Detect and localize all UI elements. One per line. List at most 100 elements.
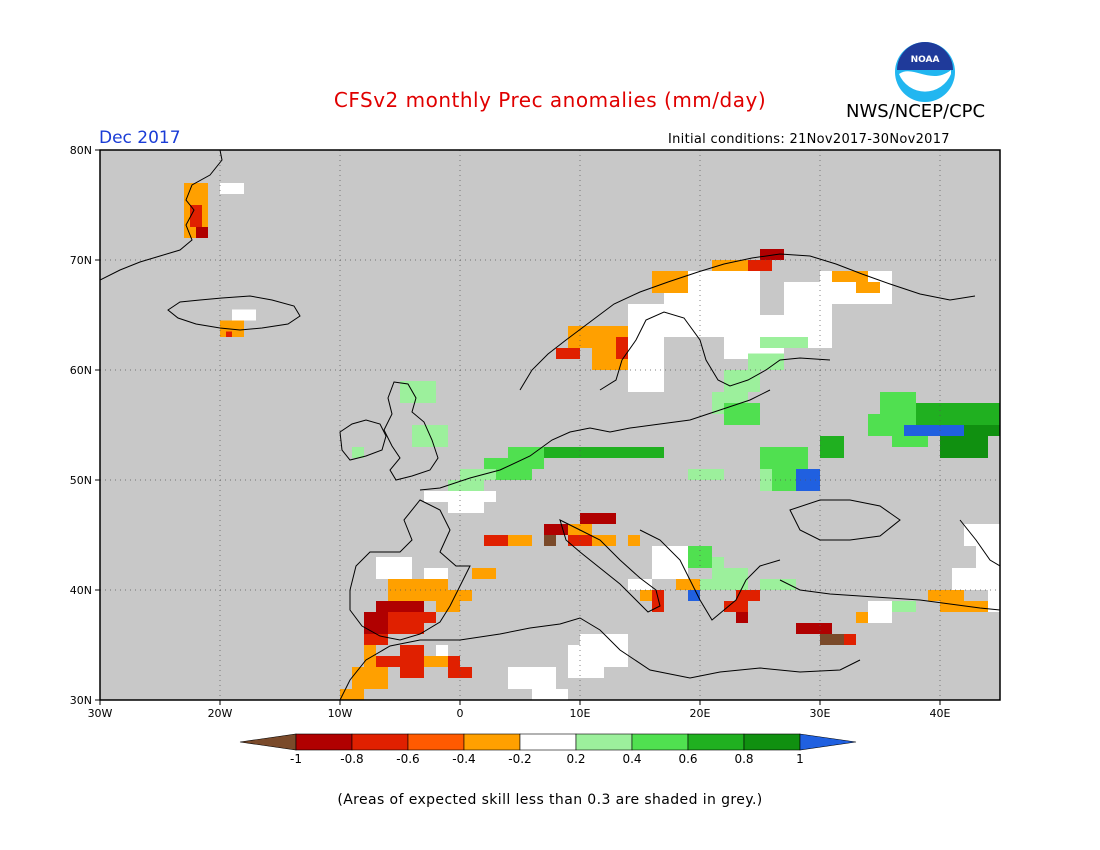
anomaly-cell — [724, 601, 748, 612]
anomaly-cell — [364, 612, 388, 634]
map-border — [99, 149, 1001, 701]
anomaly-cell — [544, 524, 568, 535]
anomaly-cell — [190, 205, 202, 227]
anomaly-cell — [820, 634, 844, 645]
anomaly-cell — [376, 601, 424, 612]
anomaly-cell — [724, 568, 748, 590]
anomaly-cell — [484, 535, 508, 546]
anomaly-cell — [928, 590, 964, 601]
longitude-label: 20W — [208, 707, 233, 720]
anomaly-cell — [652, 271, 688, 293]
anomaly-cell — [448, 480, 484, 491]
latitude-labels: 80N 70N 60N 50N 40N 30N — [70, 144, 100, 707]
anomaly-cell — [940, 436, 988, 458]
anomaly-cell — [724, 370, 760, 392]
longitude-label: 20E — [690, 707, 711, 720]
legend-swatch — [519, 733, 577, 751]
footnote: (Areas of expected skill less than 0.3 a… — [337, 792, 763, 808]
anomaly-cell — [448, 667, 472, 678]
anomaly-cell — [712, 557, 724, 579]
anomaly-cell — [568, 645, 604, 678]
legend-swatch — [407, 733, 465, 751]
anomaly-cell — [232, 309, 256, 321]
legend-swatch — [295, 733, 353, 751]
gridlines — [100, 150, 1000, 700]
anomaly-cell — [436, 601, 460, 612]
anomaly-cell — [424, 568, 448, 579]
anomaly-cell — [640, 590, 652, 601]
anomaly-cell — [400, 381, 436, 403]
anomaly-cell — [424, 491, 496, 502]
anomaly-cell — [796, 480, 820, 491]
longitude-label: 30E — [810, 707, 831, 720]
anomaly-cell — [424, 656, 448, 667]
anomaly-cell — [700, 579, 724, 590]
anomaly-cell — [868, 414, 904, 436]
noaa-logo-text: NOAA — [911, 55, 940, 65]
anomaly-cell — [436, 645, 448, 656]
anomaly-cell — [748, 353, 784, 370]
anomaly-cell — [676, 579, 700, 590]
anomaly-cell — [226, 331, 232, 337]
legend-label: -0.2 — [508, 752, 531, 766]
anomaly-cell — [352, 667, 388, 689]
legend-label: 0.8 — [734, 752, 753, 766]
anomaly-cell — [364, 634, 388, 645]
anomaly-cell — [964, 524, 1000, 546]
anomaly-cell — [220, 183, 244, 194]
longitude-label: 40E — [930, 707, 951, 720]
legend-arrow-low — [239, 733, 297, 751]
legend-label: 0.6 — [678, 752, 697, 766]
legend-swatch — [575, 733, 633, 751]
legend-label: 0.4 — [622, 752, 641, 766]
anomaly-cell — [760, 337, 808, 348]
anomaly-cell — [688, 469, 724, 480]
longitude-labels: 30W 20W 10W 0 10E 20E 30E 40E — [88, 700, 951, 720]
legend-label: -0.4 — [452, 752, 475, 766]
anomaly-cell — [904, 425, 964, 436]
legend-arrow-high — [799, 733, 857, 751]
anomaly-cell — [712, 260, 748, 271]
anomaly-cell — [688, 546, 712, 568]
anomaly-cell — [760, 447, 808, 469]
anomaly-cell — [628, 535, 640, 546]
latitude-label: 30N — [70, 694, 92, 707]
legend-swatch — [743, 733, 801, 751]
anomaly-cell — [796, 623, 832, 634]
anomaly-cell — [760, 579, 796, 590]
anomaly-cell — [364, 645, 376, 667]
legend-swatch — [463, 733, 521, 751]
initial-conditions: Initial conditions: 21Nov2017-30Nov2017 — [668, 132, 950, 147]
anomaly-cell — [844, 634, 856, 645]
latitude-label: 60N — [70, 364, 92, 377]
legend-swatch — [351, 733, 409, 751]
legend-swatch — [631, 733, 689, 751]
anomaly-cell — [856, 612, 868, 623]
valid-month: Dec 2017 — [99, 128, 181, 148]
map-frame — [100, 150, 1000, 700]
anomaly-cell — [880, 392, 916, 414]
anomaly-cell — [868, 601, 892, 623]
longitude-label: 10W — [328, 707, 353, 720]
anomaly-cell — [736, 612, 748, 623]
anomaly-cell — [340, 689, 364, 700]
anomaly-cell — [508, 667, 556, 689]
anomaly-cell — [580, 513, 616, 524]
longitude-label: 10E — [570, 707, 591, 720]
chart-title: CFSv2 monthly Prec anomalies (mm/day) — [333, 88, 767, 112]
color-legend: -1 -0.8 -0.6 -0.4 -0.2 0.2 0.4 0.6 0.8 1 — [239, 733, 857, 766]
anomaly-cell — [772, 469, 796, 491]
anomaly-cell — [544, 535, 556, 546]
anomaly-cell — [748, 260, 772, 271]
anomaly-cell — [736, 590, 760, 601]
anomaly-cell — [352, 447, 364, 458]
legend-label: -0.8 — [340, 752, 363, 766]
noaa-logo-icon: NOAA — [895, 42, 955, 102]
anomaly-cell — [760, 249, 784, 260]
anomaly-cell — [496, 469, 532, 480]
anomaly-cell — [568, 326, 628, 348]
anomaly-cell — [988, 590, 1000, 612]
legend-label: -0.6 — [396, 752, 419, 766]
anomaly-cell — [400, 645, 424, 678]
